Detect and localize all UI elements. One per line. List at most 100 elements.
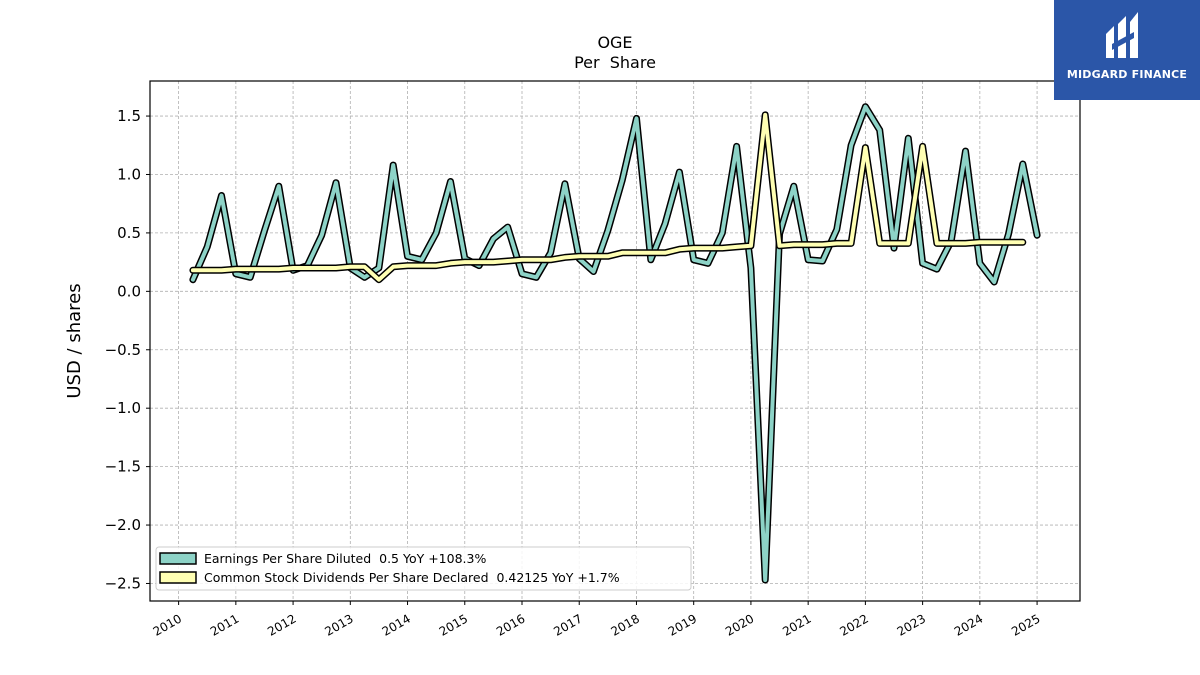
data-point-s1 [1007, 232, 1010, 236]
y-tick-label: 0.0 [117, 282, 141, 300]
data-point-s2 [520, 258, 524, 261]
data-point-s1 [263, 229, 266, 232]
data-point-s2 [735, 245, 738, 249]
data-point-s1 [706, 262, 710, 265]
data-point-s1 [892, 246, 896, 250]
data-point-s1 [549, 251, 552, 254]
legend-box [155, 546, 692, 591]
data-point-s1 [935, 267, 939, 271]
x-tick-label: 2015 [437, 611, 470, 638]
y-tick-label: 1.5 [117, 107, 141, 125]
data-point-s2 [749, 244, 753, 247]
data-point-s1 [220, 194, 223, 197]
data-point-s2 [1021, 241, 1024, 244]
data-point-s1 [435, 231, 438, 235]
data-point-s2 [191, 269, 195, 272]
x-tick-label: 2014 [380, 611, 413, 638]
data-point-s2 [377, 278, 381, 281]
data-point-s1 [334, 181, 338, 184]
data-point-s2 [263, 267, 266, 271]
data-point-s2 [578, 255, 581, 258]
x-tick-label: 2012 [265, 611, 298, 638]
data-point-s1 [649, 258, 652, 261]
data-point-s1 [807, 258, 810, 261]
data-point-s1 [621, 179, 624, 182]
data-point-s2 [1007, 241, 1010, 244]
data-point-s1 [764, 578, 767, 582]
data-point-s1 [520, 272, 524, 275]
y-tick-label: −1.5 [105, 458, 141, 476]
x-tick-label: 2017 [551, 611, 584, 638]
data-point-s2 [420, 264, 423, 267]
data-point-s2 [792, 243, 795, 246]
data-point-s2 [807, 243, 810, 246]
y-ticks: −2.5 −2.0 −1.5 −1.0 −0.5 0.0 0.5 1.0 1.5 [105, 107, 150, 592]
x-ticks: 2010 2011 2012 2013 2014 2015 2016 2017 2018 2019… [151, 601, 1043, 639]
data-point-s2 [978, 241, 981, 244]
data-point-s1 [492, 237, 495, 240]
data-point-s2 [678, 248, 681, 251]
data-point-s2 [435, 264, 438, 267]
data-point-s1 [420, 258, 423, 261]
data-point-s1 [835, 228, 838, 231]
data-point-s2 [220, 269, 223, 272]
chart-title: OGE [597, 33, 632, 52]
data-point-s2 [563, 256, 567, 259]
legend-label-2: Common Stock Dividends Per Share Declare… [204, 570, 620, 585]
data-point-s2 [477, 260, 481, 264]
x-tick-label: 2021 [780, 611, 813, 638]
x-tick-label: 2023 [895, 611, 928, 638]
data-point-s2 [878, 242, 881, 245]
data-point-s2 [764, 113, 767, 117]
legend: Earnings Per Share Diluted 0.5 YoY +108.… [155, 546, 692, 591]
data-point-s2 [993, 241, 996, 244]
data-point-s2 [291, 266, 295, 270]
data-point-s2 [821, 243, 824, 246]
data-point-s2 [349, 265, 352, 268]
data-point-s1 [1035, 234, 1039, 237]
data-point-s2 [950, 242, 953, 245]
data-point-s1 [878, 128, 881, 132]
data-point-s2 [649, 251, 652, 254]
data-point-s2 [363, 265, 366, 268]
data-point-s1 [320, 234, 323, 237]
data-point-s1 [592, 270, 595, 273]
data-point-s1 [277, 185, 280, 188]
data-point-s2 [921, 145, 924, 148]
data-point-s2 [606, 255, 609, 258]
legend-swatch-2 [159, 571, 197, 584]
data-point-s2 [277, 267, 280, 271]
data-point-s2 [778, 244, 781, 247]
data-point-s1 [449, 180, 452, 183]
plot-frame [149, 80, 1081, 602]
data-point-s2 [892, 242, 896, 245]
data-point-s2 [592, 255, 595, 258]
data-point-s1 [864, 105, 867, 108]
data-point-s1 [406, 255, 409, 258]
x-tick-label: 2022 [837, 611, 870, 638]
data-point-s1 [749, 266, 753, 270]
data-point-s2 [249, 267, 252, 271]
legend-swatch-1 [159, 552, 197, 565]
data-point-s2 [506, 259, 509, 263]
data-point-s2 [706, 246, 710, 250]
data-point-s2 [234, 267, 237, 271]
data-point-s1 [907, 137, 910, 140]
data-point-s2 [320, 266, 323, 270]
data-point-s2 [334, 266, 338, 270]
x-tick-label: 2016 [494, 611, 527, 638]
x-tick-label: 2010 [151, 611, 184, 638]
x-tick-label: 2018 [609, 611, 642, 638]
data-point-s1 [721, 231, 724, 235]
series-line-1 [190, 104, 1040, 582]
data-point-s2 [406, 264, 409, 267]
x-tick-label: 2025 [1009, 611, 1042, 638]
data-point-s2 [935, 242, 939, 245]
data-point-s2 [206, 269, 209, 272]
legend-label-1: Earnings Per Share Diluted 0.5 YoY +108.… [204, 551, 486, 566]
data-point-s1 [377, 266, 381, 270]
data-point-s2 [535, 258, 538, 261]
data-point-s1 [964, 149, 967, 153]
x-tick-label: 2013 [322, 611, 355, 638]
